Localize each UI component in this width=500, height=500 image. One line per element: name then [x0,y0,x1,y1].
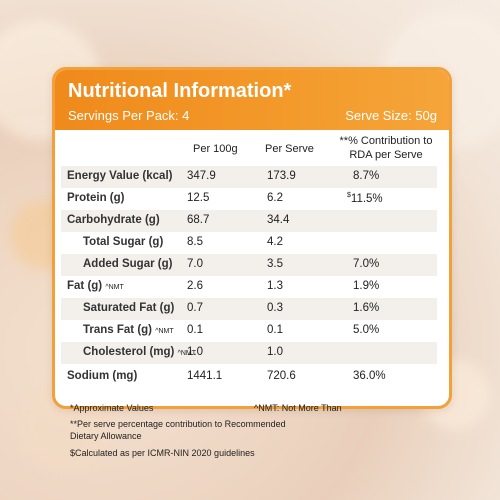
column-header-rda: **% Contribution to RDA per Serve [331,134,441,162]
nmt-mark: ^NMT [155,328,174,335]
column-header-per-100g: Per 100g [193,143,238,155]
table-row: Energy Value (kcal) 347.9 173.9 8.7% [61,166,437,188]
value-rda: 7.0% [353,258,380,270]
value-per-100g: 0.7 [187,302,203,314]
row-label-text: Fat (g) [67,280,103,292]
value-per-100g: 8.5 [187,236,203,248]
row-label: Energy Value (kcal) [67,170,173,182]
column-header-per-serve: Per Serve [265,143,314,155]
value-per-100g: 1.0 [187,346,203,358]
value-per-100g: 7.0 [187,258,203,270]
value-rda: 8.7% [353,170,380,182]
value-per-100g: 68.7 [187,214,210,226]
footnote-approx: *Approximate Values [70,403,154,413]
table-row: Saturated Fat (g) 0.7 0.3 1.6% [61,298,437,320]
card-title: Nutritional Information* [68,80,292,102]
value-per-100g: 1441.1 [187,370,223,382]
table-row: Sodium (mg) 1441.1 720.6 36.0% [61,366,437,388]
footnote-nmt: ^NMT: Not More Than [254,403,342,413]
column-header-rda-line1: **% Contribution to [339,135,433,147]
table-row: Total Sugar (g) 8.5 4.2 [61,232,437,254]
value-per-serve: 6.2 [267,192,283,204]
row-label: Carbohydrate (g) [67,214,160,226]
value-per-serve: 173.9 [267,170,296,182]
nutrition-card: Nutritional Information* Servings Per Pa… [52,67,452,409]
servings-per-pack: Servings Per Pack: 4 [68,108,190,123]
value-per-serve: 0.1 [267,324,283,336]
row-label: Cholesterol (mg) ^NMT [83,346,196,358]
row-label-text: Cholesterol (mg) [83,346,175,358]
value-per-serve: 0.3 [267,302,283,314]
row-label: Saturated Fat (g) [83,302,175,314]
nmt-mark: ^NMT [105,284,124,291]
card-header: Nutritional Information* Servings Per Pa… [55,70,449,130]
row-label: Added Sugar (g) [83,258,173,270]
column-header-rda-line2: RDA per Serve [349,149,423,161]
value-per-serve: 4.2 [267,236,283,248]
value-per-serve: 720.6 [267,370,296,382]
row-label-text: Trans Fat (g) [83,324,153,336]
table-row: Cholesterol (mg) ^NMT 1.0 1.0 [61,342,437,364]
nmt-mark: ^NMT [177,350,197,357]
footnote-rda-line2: Dietary Allowance [70,431,142,441]
table-row: Protein (g) 12.5 6.2 $11.5% [61,188,437,210]
value-per-100g: 12.5 [187,192,210,204]
row-label: Fat (g) ^NMT [67,280,124,292]
table-row: Fat (g) ^NMT 2.6 1.3 1.9% [61,276,437,298]
table-row: Carbohydrate (g) 68.7 34.4 [61,210,437,232]
value-per-100g: 0.1 [187,324,203,336]
row-label: Trans Fat (g) ^NMT [83,324,174,336]
value-rda: $11.5% [347,192,383,205]
table-row: Added Sugar (g) 7.0 3.5 7.0% [61,254,437,276]
value-per-100g: 2.6 [187,280,203,292]
value-rda: 5.0% [353,324,380,336]
value-per-serve: 1.3 [267,280,283,292]
row-label: Protein (g) [67,192,125,204]
value-per-serve: 3.5 [267,258,283,270]
value-per-serve: 1.0 [267,346,283,358]
value-per-serve: 34.4 [267,214,290,226]
row-label: Sodium (mg) [67,370,138,382]
value-per-100g: 347.9 [187,170,216,182]
value-rda-text: 11.5% [350,192,383,205]
row-label: Total Sugar (g) [83,236,164,248]
value-rda: 1.6% [353,302,380,314]
footnote-rda-line1: **Per serve percentage contribution to R… [70,419,286,429]
dollar-mark: $ [347,192,351,199]
serve-size: Serve Size: 50g [345,108,437,123]
table-row: Trans Fat (g) ^NMT 0.1 0.1 5.0% [61,320,437,342]
value-rda: 36.0% [353,370,386,382]
value-rda: 1.9% [353,280,380,292]
footnote-icmr: $Calculated as per ICMR-NIN 2020 guideli… [70,448,255,458]
